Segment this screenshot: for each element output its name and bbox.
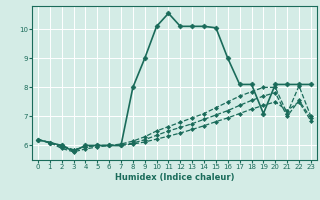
X-axis label: Humidex (Indice chaleur): Humidex (Indice chaleur) <box>115 173 234 182</box>
